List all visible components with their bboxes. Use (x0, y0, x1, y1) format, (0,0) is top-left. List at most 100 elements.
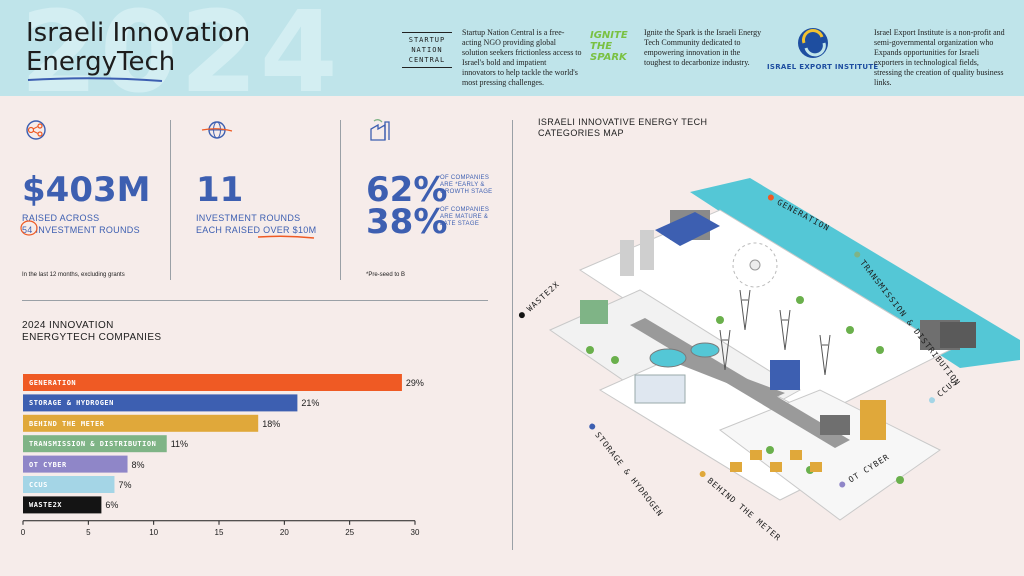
bar-5 (23, 476, 115, 493)
bar-value-label: 18% (262, 418, 281, 429)
map-title-line1: ISRAELI INNOVATIVE ENERGY TECH (538, 117, 708, 127)
bar-category-label: CCUS (29, 481, 48, 489)
bar-value-label: 8% (131, 459, 145, 470)
page-title-line1: Israeli Innovation (26, 18, 251, 48)
iei-name: ISRAEL EXPORT INSTITUTE (767, 63, 879, 71)
silo-1 (640, 230, 654, 270)
solar-array (655, 212, 720, 246)
warehouse (820, 415, 850, 435)
mature-stage-text: OF COMPANIES ARE MATURE & LATE STAGE (440, 207, 489, 228)
bar-3 (23, 435, 167, 453)
x-tick-label: 5 (86, 527, 91, 537)
factory-icon (370, 119, 390, 141)
title-underline-stroke (27, 77, 163, 82)
rounds-line2a: EACH RAISED (196, 225, 261, 235)
houses (730, 450, 822, 472)
raised-amount: $403M (22, 170, 151, 210)
bar-category-label: WASTE2X (29, 501, 63, 510)
early-stage-pct: 62% (366, 170, 448, 210)
raised-line1: RAISED ACROSS (22, 213, 100, 223)
early-text-1: OF COMPANIES (440, 175, 490, 181)
bar-value-label: 6% (105, 500, 119, 511)
solar-tower (749, 259, 761, 271)
sn-logo-line1: STARTUP (408, 36, 446, 44)
mature-text-1: OF COMPANIES (440, 207, 490, 213)
rounds-over-10m-value: 11 (196, 170, 244, 210)
rounds-line2b: OVER $10M (263, 225, 317, 235)
startup-nation-central-logo: STARTUP NATION CENTRAL (402, 30, 452, 70)
category-dot-icon (588, 422, 597, 431)
bar-4 (23, 455, 128, 473)
category-dot-icon (853, 250, 862, 259)
bar-category-label: STORAGE & HYDROGEN (29, 399, 114, 408)
ignite-line2: THE (590, 41, 613, 52)
israel-export-institute-emblem-icon (798, 28, 828, 58)
chart-title: 2024 INNOVATION ENERGYTECH COMPANIES (22, 320, 162, 344)
rounds-line1: INVESTMENT ROUNDS (196, 213, 301, 223)
sn-logo-line2: NATION (411, 46, 443, 54)
silo-2 (620, 240, 634, 276)
x-tick-label: 15 (214, 527, 224, 537)
bar-category-label: OT CYBER (29, 460, 67, 469)
bar-value-label: 7% (118, 480, 132, 490)
over-10m-underline (257, 235, 315, 239)
bar-6 (23, 496, 102, 514)
category-dot-icon (766, 193, 775, 202)
bar-category-label: BEHIND THE METER (29, 419, 105, 428)
iei-description: Israel Export Institute is a non-profit … (874, 28, 1005, 87)
category-dot-icon (698, 469, 707, 479)
bar-value-label: 29% (405, 378, 424, 388)
stage-note: *Pre-seed to B (366, 272, 406, 278)
section-divider (22, 300, 488, 301)
x-tick-label: 30 (410, 527, 420, 537)
mature-text-3: LATE STAGE (440, 221, 480, 227)
year-watermark: 2024 (20, 0, 340, 96)
category-dot-icon (517, 310, 527, 320)
power-pylons (719, 289, 831, 376)
chart-title-line2: ENERGYTECH COMPANIES (22, 332, 162, 343)
bar-2 (23, 414, 259, 432)
waste2x-facility (580, 300, 608, 324)
bar-chart (22, 374, 416, 525)
heliostat-field (732, 242, 778, 288)
mature-text-2: ARE MATURE & (440, 214, 489, 220)
bar-value-label: 21% (301, 398, 320, 409)
early-text-2: ARE *EARLY & (440, 182, 485, 188)
map-title-line2: CATEGORIES MAP (538, 128, 624, 138)
x-tick-label: 25 (345, 527, 355, 537)
water-treatment-tank-2 (690, 342, 720, 358)
raised-line2-text: INVESTMENT ROUNDS (35, 225, 140, 235)
raised-note: In the last 12 months, excluding grants (22, 272, 125, 278)
bar-category-label: GENERATION (29, 379, 77, 387)
chart-title-line1: 2024 INNOVATION (22, 320, 114, 331)
sn-description: Startup Nation Central is a free-acting … (462, 28, 582, 87)
map-divider (512, 120, 513, 550)
ignite-description: Ignite the Spark is the Israeli Energy T… (644, 28, 762, 67)
bar-category-label: TRANSMISSION & DISTRIBUTION (29, 440, 157, 449)
count-circle-mark (20, 220, 38, 236)
offshore-platform (940, 322, 976, 348)
bar-1 (23, 394, 298, 412)
isometric-energy-map (548, 178, 1020, 521)
x-tick-label: 0 (20, 527, 26, 537)
raised-line2: 54 INVESTMENT ROUNDS (22, 224, 140, 236)
x-tick-label: 10 (149, 527, 159, 537)
network-icon (26, 120, 46, 140)
header-band: 2024 Israeli Innovation EnergyTech START… (0, 0, 1024, 96)
battery-storage (634, 374, 686, 404)
sn-logo-line3: CENTRAL (408, 56, 446, 64)
early-text-3: GROWTH STAGE (440, 189, 493, 195)
rounds-line2: EACH RAISED OVER $10M (196, 224, 316, 236)
x-tick-label: 20 (279, 527, 289, 537)
ignite-line3: SPARK (590, 52, 627, 63)
mature-stage-pct: 38% (366, 202, 448, 242)
map-title: ISRAELI INNOVATIVE ENERGY TECH CATEGORIE… (538, 117, 707, 139)
early-stage-text: OF COMPANIES ARE *EARLY & GROWTH STAGE (440, 175, 493, 196)
bar-0 (23, 374, 402, 391)
water-treatment-tank (649, 348, 687, 368)
page-title-line2: EnergyTech (26, 47, 176, 77)
office-tower (860, 400, 886, 440)
fuel-station (770, 360, 800, 390)
bar-value-label: 11% (170, 439, 189, 450)
road-cross (658, 350, 785, 400)
